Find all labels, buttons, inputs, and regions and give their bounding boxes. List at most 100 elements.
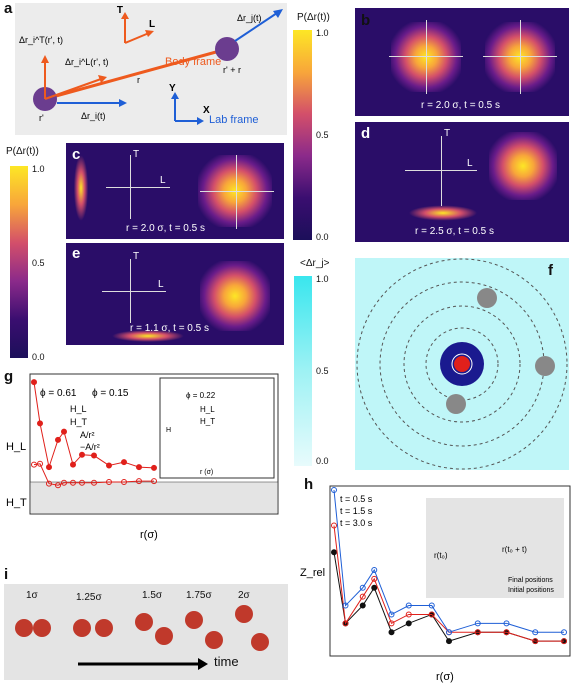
data-point — [61, 479, 67, 486]
data-point — [359, 584, 366, 591]
panel-a-label: a — [4, 0, 13, 17]
data-point — [37, 420, 43, 427]
panel-i-label: i — [4, 566, 9, 583]
svg-text:r(t₀): r(t₀) — [434, 551, 448, 560]
body-T-label: T — [117, 5, 123, 16]
svg-text:Δr_i(t): Δr_i(t) — [81, 111, 106, 121]
data-point — [136, 478, 142, 485]
data-point — [151, 464, 157, 471]
data-point — [342, 602, 349, 609]
particle-j — [215, 37, 239, 61]
panel-h-inset — [426, 498, 564, 598]
left-colorbar — [10, 166, 28, 358]
data-point — [342, 620, 349, 627]
svg-text:r': r' — [39, 113, 44, 123]
data-point — [388, 611, 395, 618]
data-point — [136, 464, 142, 471]
svg-text:Δr_i^T(r', t): Δr_i^T(r', t) — [19, 35, 63, 45]
data-point — [55, 436, 61, 443]
main-colorbar-title: P(Δr(t)) — [297, 12, 330, 23]
data-point — [331, 487, 337, 493]
data-point — [428, 602, 435, 609]
data-point — [37, 460, 43, 467]
left-colorbar-title: P(Δr(t)) — [6, 146, 39, 157]
panel-g-inset — [159, 377, 275, 479]
svg-text:H_T: H_T — [200, 417, 215, 426]
panel-f-field — [355, 258, 569, 470]
panel-i-box: 1σ 1.25σ 1.5σ 1.75σ 2σ time — [4, 584, 288, 680]
data-point — [46, 464, 52, 471]
svg-text:Δr_i^L(r', t): Δr_i^L(r', t) — [65, 57, 108, 67]
data-point — [79, 479, 85, 486]
data-point — [561, 629, 567, 636]
panel-h-label: h — [304, 476, 314, 493]
cyan-colorbar-title: <Δr_j> — [300, 258, 330, 269]
data-point — [503, 620, 510, 627]
data-point — [405, 620, 412, 627]
svg-text:Z_rel: Z_rel — [300, 567, 325, 579]
data-point — [46, 480, 52, 487]
data-point — [371, 575, 378, 582]
data-point — [446, 629, 452, 636]
svg-text:X: X — [203, 105, 210, 116]
main-colorbar — [293, 30, 312, 240]
data-point — [61, 428, 67, 435]
data-point — [388, 629, 395, 636]
data-point — [359, 602, 366, 609]
data-point — [359, 593, 366, 600]
svg-text:−A/r²: −A/r² — [80, 442, 100, 452]
data-point — [121, 459, 127, 466]
cyan-colorbar — [294, 276, 312, 466]
svg-text:r' + r: r' + r — [223, 65, 241, 75]
data-point — [331, 522, 337, 529]
panel-c-heatmap: T L r = 2.0 σ, t = 0.5 s — [66, 143, 284, 239]
svg-text:H_L: H_L — [70, 404, 87, 414]
svg-text:H: H — [166, 427, 171, 434]
panel-g-label: g — [4, 368, 14, 385]
data-point — [405, 611, 412, 618]
svg-text:A/r²: A/r² — [80, 430, 95, 440]
data-point — [446, 638, 452, 645]
svg-text:ϕ = 0.22: ϕ = 0.22 — [186, 391, 216, 400]
data-point — [79, 451, 85, 458]
data-point — [151, 478, 157, 485]
data-point — [31, 461, 37, 468]
svg-text:Initial positions: Initial positions — [508, 587, 554, 594]
data-point — [91, 479, 97, 486]
panel-g-chart: ϕ = 0.22 H_L H_T r (σ) H ϕ = 0.61 ϕ = 0.… — [6, 373, 279, 541]
svg-text:r (σ): r (σ) — [200, 469, 213, 476]
panel-e-heatmap: T L r = 1.1 σ, t = 0.5 s — [66, 243, 284, 345]
svg-text:H_T: H_T — [70, 417, 88, 427]
series-line — [333, 489, 564, 633]
panel-a-diagram: T L Y X Body frame Lab frame r' r' + r r… — [15, 3, 287, 135]
data-point — [474, 629, 481, 636]
data-point — [532, 629, 539, 636]
panel-f-label: f — [548, 262, 553, 279]
data-point — [474, 620, 481, 627]
svg-text:ϕ = 0.61: ϕ = 0.61 — [40, 388, 77, 399]
panel-d-heatmap: T L r = 2.5 σ, t = 0.5 s — [355, 122, 569, 242]
data-point — [388, 620, 395, 627]
data-point — [371, 584, 378, 591]
svg-text:r: r — [137, 75, 140, 85]
data-point — [405, 602, 412, 609]
data-point — [532, 638, 539, 645]
body-frame-label: Body frame — [165, 56, 221, 68]
panel-c-label: c — [72, 146, 81, 163]
data-point — [503, 629, 510, 636]
svg-text:Final positions: Final positions — [508, 577, 553, 584]
svg-text:r(t₀ + t): r(t₀ + t) — [502, 545, 527, 554]
svg-text:t = 0.5 s: t = 0.5 s — [340, 494, 373, 504]
data-point — [561, 638, 567, 645]
svg-text:r(σ): r(σ) — [436, 671, 454, 683]
data-point — [121, 478, 127, 485]
panel-f-svg — [356, 258, 568, 470]
svg-text:ϕ = 0.15: ϕ = 0.15 — [92, 388, 129, 399]
panel-d-label: d — [361, 125, 371, 142]
svg-text:L: L — [149, 19, 155, 30]
data-point — [70, 479, 76, 486]
svg-text:Δr_j(t): Δr_j(t) — [237, 13, 262, 23]
data-point — [106, 462, 112, 469]
svg-text:Y: Y — [169, 83, 176, 94]
svg-text:r(σ): r(σ) — [140, 529, 158, 541]
